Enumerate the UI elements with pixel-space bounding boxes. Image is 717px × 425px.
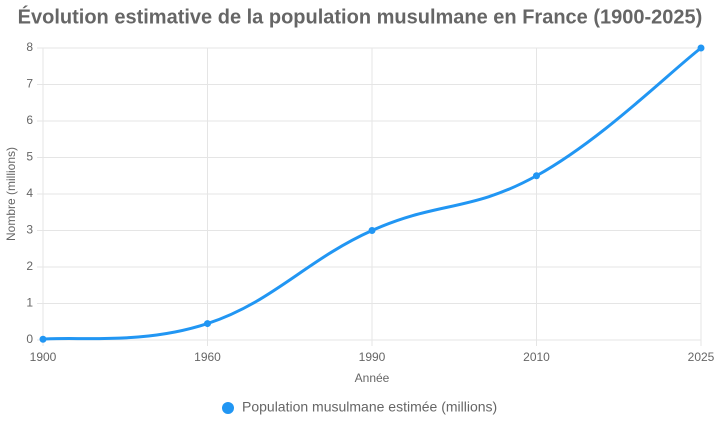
- x-tick-label: 1960: [194, 350, 221, 364]
- y-tick-label: 8: [26, 40, 33, 54]
- legend-label: Population musulmane estimée (millions): [242, 399, 497, 415]
- y-tick-label: 5: [26, 150, 33, 164]
- x-tick-label: 2010: [523, 350, 550, 364]
- y-axis-label: Nombre (millions): [4, 147, 18, 241]
- data-point: [39, 335, 47, 343]
- data-point: [697, 44, 705, 52]
- y-tick-label: 1: [26, 296, 33, 310]
- y-tick-label: 3: [26, 223, 33, 237]
- y-tick-label: 4: [26, 186, 33, 200]
- x-tick-label: 1900: [30, 350, 57, 364]
- y-tick-label: 2: [26, 259, 33, 273]
- data-point: [533, 172, 540, 180]
- y-tick-label: 6: [26, 113, 33, 127]
- x-axis-label: Année: [355, 371, 390, 385]
- data-point: [204, 320, 211, 328]
- y-tick-label: 7: [26, 77, 33, 91]
- data-point: [368, 227, 376, 234]
- chart-title: Évolution estimative de la population mu…: [18, 5, 703, 28]
- y-tick-label: 0: [26, 332, 33, 346]
- x-tick-label: 2025: [688, 350, 715, 364]
- legend-marker: [222, 402, 234, 414]
- x-tick-label: 1990: [359, 350, 386, 364]
